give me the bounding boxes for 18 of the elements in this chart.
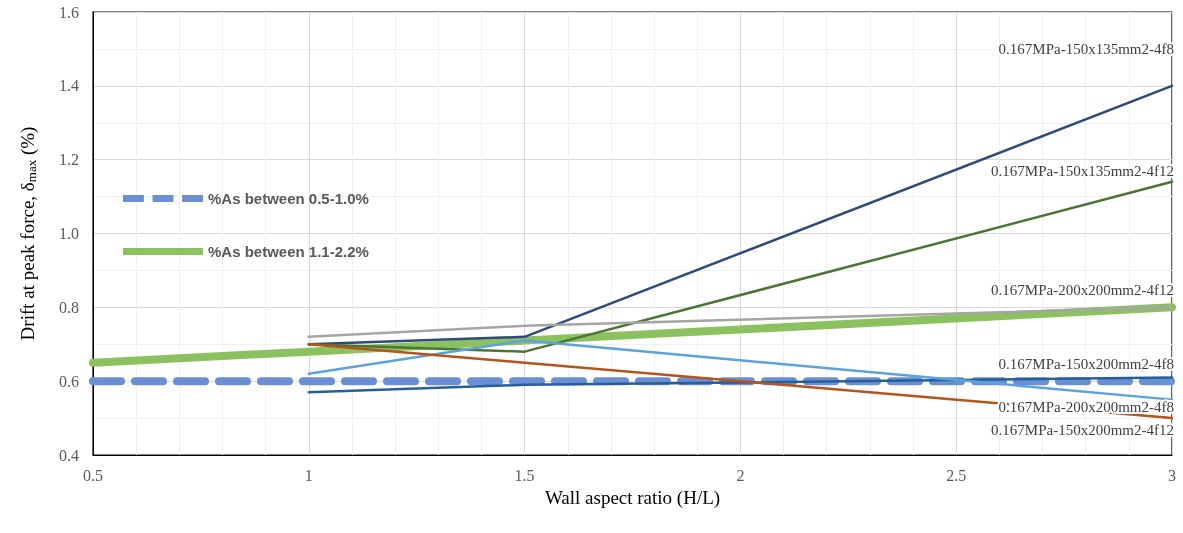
y-tick-label: 1.2	[59, 151, 79, 169]
y-tick-label: 1.6	[59, 3, 79, 21]
y-axis-title: Drift at peak force, δmax (%)	[17, 126, 39, 341]
y-tick-label: 1.0	[59, 225, 79, 242]
y-tick-label: 0.4	[59, 446, 79, 464]
x-tick-label: 2	[736, 466, 745, 484]
legend-label: %As between 0.5-1.0%	[208, 190, 369, 207]
legend-label: %As between 1.1-2.2%	[208, 243, 369, 260]
y-tick-label: 0.8	[59, 298, 79, 316]
x-axis-title: Wall aspect ratio (H/L)	[544, 486, 721, 509]
y-tick-label: 0.6	[59, 372, 79, 390]
x-tick-label: 3	[1168, 466, 1176, 484]
series-label: 0.167MPa-150x135mm2-4f8	[998, 40, 1174, 57]
y-tick-label: 1.4	[59, 77, 79, 95]
x-tick-label: 0.5	[83, 466, 103, 484]
x-tick-label: 2.5	[946, 466, 967, 484]
x-tick-label: 1.5	[514, 466, 535, 484]
x-tick-label: 1	[304, 466, 313, 484]
